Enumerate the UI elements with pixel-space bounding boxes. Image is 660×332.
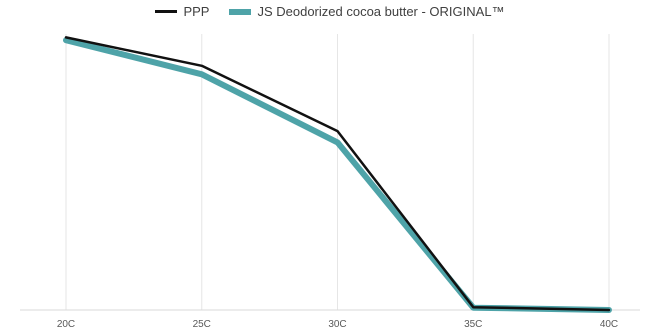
x-tick-label-40c: 40C: [600, 319, 618, 330]
legend-label-ppp: PPP: [183, 4, 210, 19]
legend-swatch-js-cocoa-butter: [229, 8, 252, 15]
x-tick-labels: 20C 25C 30C 35C 40C: [57, 319, 618, 330]
x-tick-label-20c: 20C: [57, 319, 75, 330]
legend-swatch-ppp: [155, 10, 178, 13]
gridlines: [65, 34, 610, 310]
series-line-ppp: [64, 36, 611, 312]
series-layer: [63, 36, 612, 313]
x-tick-label-25c: 25C: [193, 319, 211, 330]
chart-legend: PPP JS Deodorized cocoa butter - ORIGINA…: [0, 4, 660, 19]
legend-item-ppp: PPP: [155, 4, 209, 19]
x-tick-label-35c: 35C: [464, 319, 482, 330]
legend-label-js-cocoa-butter: JS Deodorized cocoa butter - ORIGINAL™: [257, 4, 505, 19]
legend-item-js-cocoa-butter: JS Deodorized cocoa butter - ORIGINAL™: [229, 4, 505, 19]
x-tick-label-30c: 30C: [328, 319, 346, 330]
